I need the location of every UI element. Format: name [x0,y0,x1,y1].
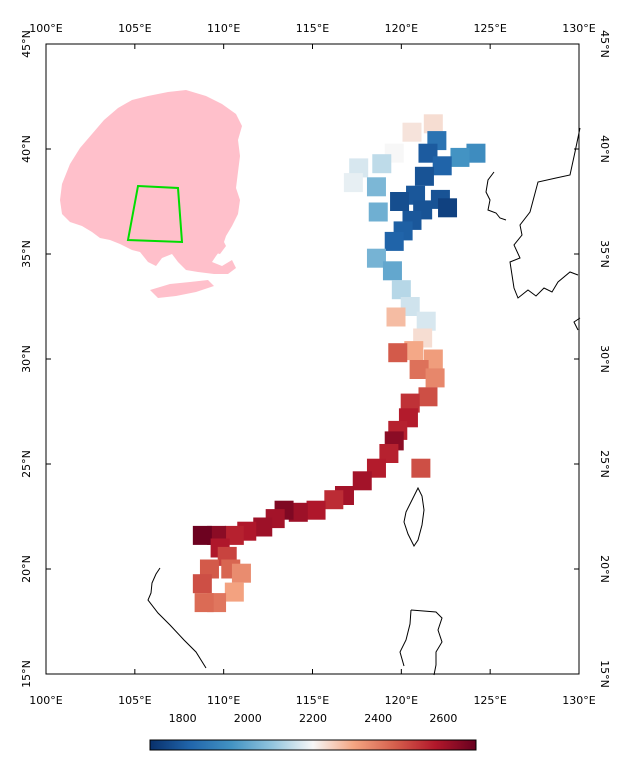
coastline-philippines-west [399,609,412,667]
y-tick-label-left: 35°N [20,240,33,268]
heatmap-cell [224,582,244,602]
heatmap-cell [423,114,443,134]
inset-globe [60,90,242,298]
heatmap-cell [466,143,486,163]
x-tick-label-bottom: 115°E [296,694,329,707]
y-tick-label-left: 25°N [20,450,33,478]
x-tick-label-bottom: 110°E [207,694,240,707]
heatmap-cell [388,343,408,363]
colorbar-tick-label: 2200 [299,712,327,725]
x-tick-label-top: 110°E [207,22,240,35]
colorbar-tick-label: 2600 [429,712,457,725]
coastline-taiwan [403,486,425,547]
colorbar-tick-label: 1800 [169,712,197,725]
inset-region-box [126,184,184,244]
map-frame [45,43,580,675]
heatmap-cell [386,307,406,327]
x-tick-label-bottom: 125°E [473,694,506,707]
x-tick-label-top: 100°E [29,22,62,35]
axis-ticks: 100°E 100°E 105°E 105°E 110°E 110°E 115°E 115°E… [20,22,611,707]
y-tick-label-left: 45°N [20,30,33,58]
x-tick-label-bottom: 120°E [385,694,418,707]
heatmap-cell [391,280,411,300]
heatmap-cell [438,198,458,218]
coastline-japan-edge [573,317,581,331]
inset-land-mass [60,90,242,274]
y-tick-label-left: 20°N [20,555,33,583]
x-tick-label-bottom: 105°E [118,694,151,707]
heatmap-cell [366,177,386,197]
inset-island-japan [226,146,236,170]
colorbar-tick-labels: 1800 2000 2200 2400 2600 [169,712,458,725]
y-tick-label-right: 45°N [598,30,611,58]
heatmap-cell [416,311,436,331]
colorbar-tick-label: 2000 [234,712,262,725]
coastline-china-north [485,171,507,221]
heatmap-cell [411,458,431,478]
heatmap-cell [324,490,344,510]
coastline-vietnam [147,567,207,669]
heatmap-cell [192,574,212,594]
y-tick-label-right: 20°N [598,555,611,583]
y-tick-label-left: 40°N [20,135,33,163]
x-tick-label-top: 125°E [473,22,506,35]
y-tick-label-right: 15°N [598,660,611,688]
y-tick-label-right: 30°N [598,345,611,373]
coastline-philippines [410,609,443,676]
heatmap-cell [368,202,388,222]
heatmap-cell [414,166,434,186]
y-tick-label-right: 40°N [598,135,611,163]
heatmap-cell [366,248,386,268]
heatmap-cell [406,185,426,205]
heatmap-cell [192,525,212,545]
x-tick-label-top: 120°E [385,22,418,35]
heatmap-cell [253,517,273,537]
heatmap-cell [384,231,404,251]
x-tick-label-bottom: 130°E [562,694,595,707]
heatmap-cell [390,192,410,211]
heatmap-cell [194,593,214,613]
x-tick-label-top: 105°E [118,22,151,35]
heatmap-cell [352,471,372,491]
heatmap-cell [404,341,424,361]
heatmap-cell [343,173,363,193]
heatmap-cell [382,261,402,281]
y-tick-label-right: 35°N [598,240,611,268]
heatmap-cell [418,387,438,407]
x-tick-label-top: 130°E [562,22,595,35]
heatmap-cell [402,122,422,142]
inset-island-philippines [210,238,226,254]
heatmap-cell [349,158,369,178]
heatmap-cell [306,500,326,520]
coastlines [147,127,581,676]
colorbar-tick-label: 2400 [364,712,392,725]
heatmap-cell [409,360,429,379]
y-tick-label-right: 25°N [598,450,611,478]
heatmap-cell [199,559,219,579]
heatmap-cell [379,444,399,463]
heatmap-cell [231,563,251,583]
inset-island-indonesia [150,280,214,298]
heatmap-cell [400,393,420,413]
x-tick-label-top: 115°E [296,22,329,35]
x-tick-label-bottom: 100°E [29,694,62,707]
heatmap-cells [192,114,486,613]
colorbar [149,739,477,751]
heatmap-cell [450,147,470,167]
heatmap-cell [372,154,392,174]
coastline-korea [509,127,581,299]
heatmap-cell [432,156,452,176]
y-tick-label-left: 15°N [20,660,33,688]
y-tick-label-left: 30°N [20,345,33,373]
heatmap-cell [425,368,445,388]
